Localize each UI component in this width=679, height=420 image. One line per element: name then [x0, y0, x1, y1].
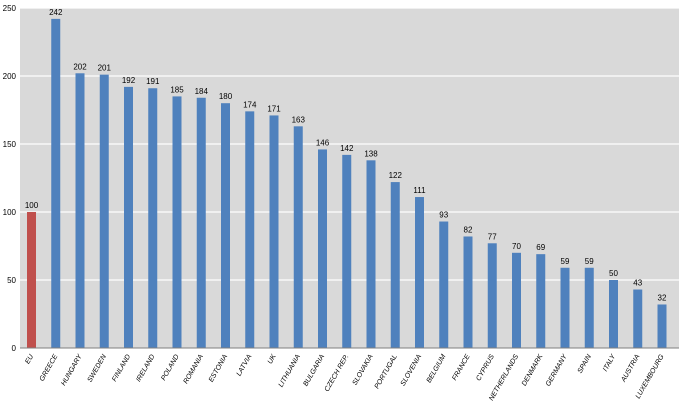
- data-label: 43: [633, 279, 642, 288]
- data-label: 32: [658, 293, 667, 302]
- x-tick-label: EU: [24, 353, 35, 366]
- x-tick-label: ROMANIA: [183, 353, 206, 385]
- x-tick-label: BULGARIA: [302, 353, 326, 387]
- data-label: 93: [439, 211, 448, 220]
- x-tick-label: UK: [267, 353, 278, 365]
- bar: [463, 236, 473, 348]
- x-tick-label: IRELAND: [135, 354, 156, 384]
- y-tick-label: 0: [12, 344, 17, 353]
- data-label: 59: [561, 257, 570, 266]
- bar: [439, 221, 449, 348]
- data-label: 82: [464, 225, 473, 234]
- bar: [657, 304, 667, 348]
- x-tick-label: PORTUGAL: [374, 353, 399, 390]
- data-label: 171: [267, 104, 281, 113]
- data-label: 192: [122, 76, 136, 85]
- data-label: 138: [364, 149, 378, 158]
- y-axis: 0 50 100 150 200 250: [3, 4, 17, 353]
- bar: [75, 73, 85, 348]
- x-tick-label: GERMANY: [545, 352, 569, 387]
- data-label: 180: [219, 92, 233, 101]
- data-label: 100: [25, 201, 39, 210]
- data-label: 174: [243, 100, 257, 109]
- y-tick-label: 50: [7, 276, 16, 285]
- bar: [633, 289, 643, 348]
- data-label: 146: [316, 138, 330, 147]
- bar: [487, 243, 497, 348]
- bar: [196, 97, 206, 348]
- bar: [27, 212, 36, 348]
- data-label: 202: [73, 62, 87, 71]
- x-tick-label: DENMARK: [521, 353, 545, 387]
- bar: [342, 154, 352, 348]
- data-label: 77: [488, 232, 497, 241]
- data-label: 191: [146, 77, 160, 86]
- bar: [293, 126, 303, 348]
- bar: [245, 111, 255, 348]
- bar: [269, 115, 279, 348]
- bars: [27, 18, 667, 349]
- data-label: 111: [413, 186, 426, 195]
- data-labels: 100 242 202 201 192 191 185 184 180 174 171 163 146 1…: [25, 8, 667, 303]
- bar: [99, 74, 109, 348]
- bar: [124, 86, 133, 348]
- bar: [51, 18, 61, 348]
- data-label: 59: [585, 257, 594, 266]
- x-tick-label: SWEDEN: [87, 353, 109, 384]
- bar: [609, 280, 618, 348]
- bar: [560, 267, 570, 348]
- bar: [415, 197, 424, 348]
- x-tick-label: POLAND: [160, 354, 180, 382]
- bar: [172, 96, 182, 349]
- data-label: 142: [340, 144, 354, 153]
- x-tick-label: CZECH REP.: [324, 353, 351, 392]
- x-tick-label: FRANCE: [451, 353, 472, 382]
- x-tick-label: FINLAND: [111, 354, 132, 383]
- x-tick-label: GREECE: [39, 353, 60, 382]
- data-label: 184: [195, 87, 209, 96]
- x-tick-label: LITHUANIA: [278, 353, 303, 388]
- x-tick-label: AUSTRIA: [620, 353, 642, 384]
- data-label: 70: [512, 242, 521, 251]
- x-tick-label: LATVIA: [236, 353, 254, 377]
- y-tick-label: 250: [3, 4, 17, 13]
- bar: [584, 267, 594, 348]
- data-label: 122: [389, 171, 403, 180]
- data-label: 242: [49, 8, 63, 17]
- bar: [512, 252, 521, 348]
- x-axis: EU GREECE HUNGARY SWEDEN FINLAND IRELAND POLAN…: [24, 352, 666, 402]
- x-tick-label: BELGIUM: [426, 353, 448, 384]
- y-tick-label: 100: [3, 208, 17, 217]
- data-label: 69: [536, 243, 545, 252]
- bar: [366, 160, 376, 348]
- x-tick-label: SLOVENIA: [400, 353, 424, 387]
- bar: [148, 88, 158, 349]
- x-tick-label: HUNGARY: [60, 352, 84, 387]
- bar: [390, 182, 400, 348]
- data-label: 201: [98, 64, 112, 73]
- x-tick-label: SPAIN: [577, 353, 594, 375]
- data-label: 185: [170, 85, 184, 94]
- bar: [318, 149, 327, 348]
- x-tick-label: CYPRUS: [475, 353, 496, 382]
- y-tick-label: 150: [3, 140, 17, 149]
- x-tick-label: ITALY: [602, 352, 618, 372]
- data-label: 163: [292, 115, 306, 124]
- data-label: 50: [609, 269, 618, 278]
- x-tick-label: ESTONIA: [208, 353, 230, 383]
- x-tick-label: SLOVAKIA: [352, 353, 375, 386]
- bar: [221, 103, 230, 348]
- bar: [536, 254, 546, 348]
- y-tick-label: 200: [3, 72, 17, 81]
